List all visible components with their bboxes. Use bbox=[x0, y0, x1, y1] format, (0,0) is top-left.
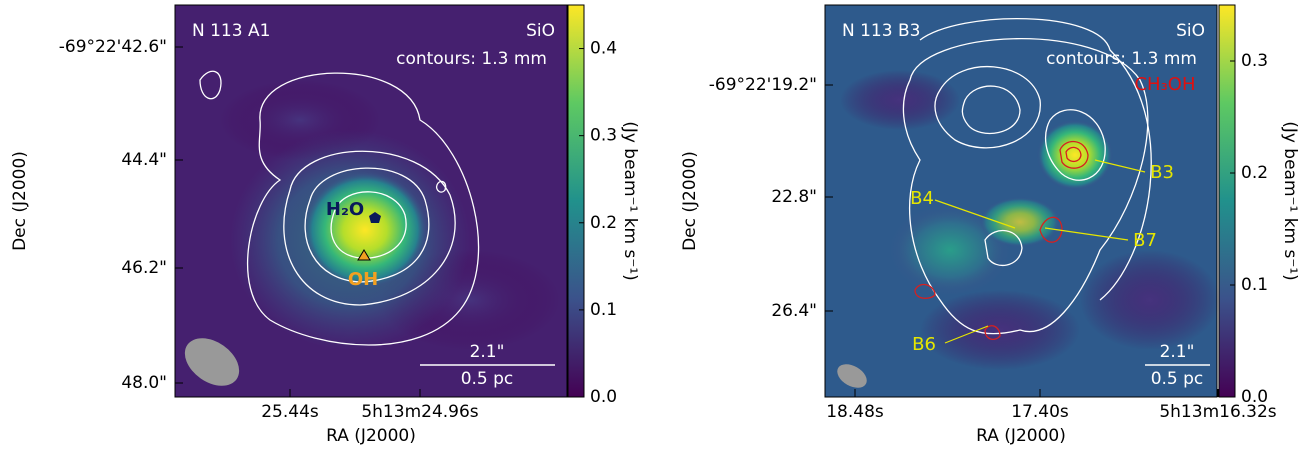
scale-pc: 0.5 pc bbox=[461, 369, 514, 389]
y-tick-label: 22.8" bbox=[771, 187, 817, 207]
colorbar-tick-label: 0.1 bbox=[1241, 275, 1268, 295]
scale-pc: 0.5 pc bbox=[1151, 369, 1204, 389]
y-tick-label: 46.2" bbox=[121, 258, 167, 278]
y-tick-label: -69°22'42.6" bbox=[59, 37, 167, 57]
colorbar-tick-label: 0.4 bbox=[590, 39, 617, 59]
scale-arcsec: 2.1" bbox=[1160, 342, 1195, 362]
species: SiO bbox=[526, 21, 555, 41]
y-axis-label: Dec (J2000) bbox=[680, 151, 700, 251]
panel-title: N 113 B3 bbox=[842, 21, 920, 41]
y-tick-label: -69°22'19.2" bbox=[709, 75, 817, 95]
image-left bbox=[174, 4, 568, 398]
annotation: B6 bbox=[912, 334, 936, 355]
scale-arcsec: 2.1" bbox=[470, 342, 505, 362]
x-axis-label: RA (J2000) bbox=[976, 426, 1066, 446]
annotation: CH₃OH bbox=[1134, 74, 1195, 95]
y-tick-label: 44.4" bbox=[121, 150, 167, 170]
annotation: B4 bbox=[910, 188, 934, 209]
colorbar-tick-label: 0.2 bbox=[1241, 163, 1268, 183]
colorbar-tick-label: 0.1 bbox=[590, 300, 617, 320]
annotation: B7 bbox=[1133, 230, 1157, 251]
x-tick-label: 17.40s bbox=[1011, 402, 1069, 422]
y-axis-label: Dec (J2000) bbox=[10, 151, 30, 251]
x-tick-label: 18.48s bbox=[826, 402, 884, 422]
x-axis-label: RA (J2000) bbox=[326, 426, 416, 446]
annotation: B3 bbox=[1150, 162, 1174, 183]
x-tick-label: 5h13m24.96s bbox=[361, 402, 478, 422]
y-tick-label: 26.4" bbox=[771, 301, 817, 321]
colorbar-label: (Jy beam⁻¹ km s⁻¹) bbox=[620, 121, 640, 281]
colorbar-label: (Jy beam⁻¹ km s⁻¹) bbox=[1280, 121, 1300, 281]
colorbar-tick-label: 0.3 bbox=[1241, 51, 1268, 71]
contour-note: contours: 1.3 mm bbox=[396, 49, 547, 69]
contour-note: contours: 1.3 mm bbox=[1046, 49, 1197, 69]
colorbar-tick-label: 0.0 bbox=[1241, 387, 1268, 407]
colorbar bbox=[567, 4, 585, 398]
colorbar bbox=[1218, 4, 1236, 398]
image-right bbox=[824, 4, 1220, 398]
y-tick-label: 48.0" bbox=[121, 373, 167, 393]
colorbar-tick-label: 0.0 bbox=[590, 387, 617, 407]
species: SiO bbox=[1176, 21, 1205, 41]
annotation: OH bbox=[348, 269, 378, 290]
x-tick-label: 5h13m16.32s bbox=[1159, 402, 1276, 422]
annotation: H₂O bbox=[326, 199, 364, 220]
panel-title: N 113 A1 bbox=[192, 21, 270, 41]
labels: N 113 A1 SiO contours: 1.3 mm H₂O OH 2.1" 0.5 … bbox=[10, 4, 1300, 446]
colorbar-tick-label: 0.3 bbox=[590, 126, 617, 146]
colorbar-tick-label: 0.2 bbox=[590, 213, 617, 233]
x-tick-label: 25.44s bbox=[261, 402, 319, 422]
